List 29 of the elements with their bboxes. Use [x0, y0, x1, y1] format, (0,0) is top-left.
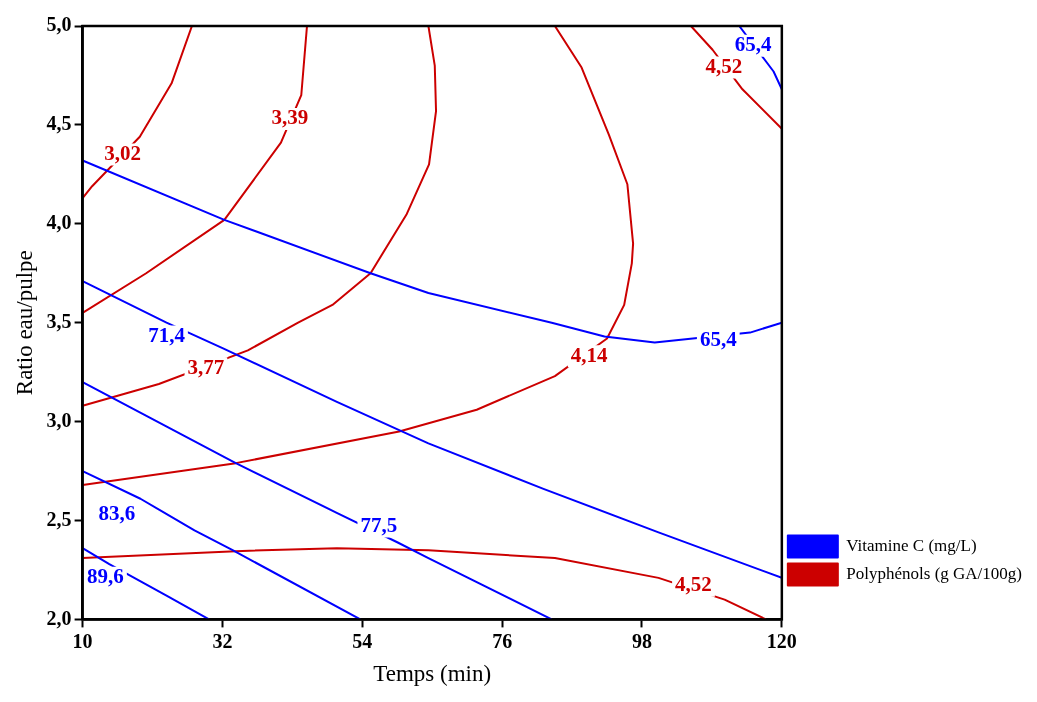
- legend-label: Vitamine C (mg/L): [846, 535, 977, 555]
- annotation: 71,4: [148, 322, 186, 347]
- y-tick-label: 4,5: [46, 112, 72, 135]
- annotation: 3,02: [104, 140, 142, 165]
- y-tick-label: 2,5: [46, 507, 72, 530]
- annotation: 3,39: [271, 105, 309, 130]
- x-tick-label: 32: [212, 629, 233, 652]
- x-axis-title: Temps (min): [373, 661, 492, 687]
- y-tick-label: 2,0: [46, 606, 72, 629]
- x-tick-label: 54: [352, 629, 373, 652]
- y-tick-label: 4,0: [46, 210, 72, 233]
- annotation: 3,77: [187, 354, 225, 379]
- y-tick-label: 3,5: [46, 309, 72, 332]
- annotation: 65,4: [699, 326, 738, 351]
- x-tick-label: 76: [492, 629, 513, 652]
- annotation: 77,5: [360, 512, 398, 537]
- annotation: 4,52: [675, 572, 712, 597]
- x-tick-label: 98: [631, 629, 652, 652]
- annotation: 4,14: [570, 342, 609, 367]
- x-tick-label: 10: [72, 629, 93, 652]
- y-tick-label: 3,0: [46, 408, 72, 431]
- y-axis-title: Ratio eau/pulpe: [11, 250, 37, 396]
- annotation: 83,6: [98, 500, 136, 525]
- annotation: 89,6: [87, 564, 124, 589]
- annotation: 4,52: [705, 53, 743, 78]
- annotation: 65,4: [734, 32, 773, 57]
- x-tick-label: 120: [766, 629, 797, 652]
- legend-label: Polyphénols (g GA/100g): [846, 563, 1023, 583]
- y-tick-label: 5,0: [46, 13, 72, 36]
